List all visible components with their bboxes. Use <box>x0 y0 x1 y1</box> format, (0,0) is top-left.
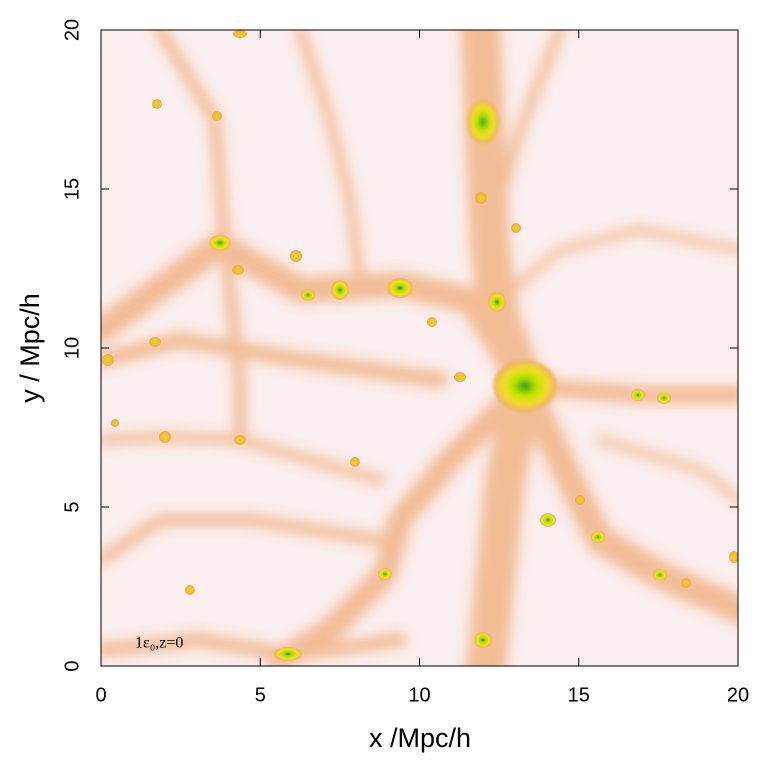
density-map <box>101 30 738 666</box>
y-tick-label: 5 <box>61 501 83 512</box>
x-tick-label: 10 <box>408 684 430 706</box>
y-tick-label: 0 <box>61 660 83 671</box>
x-tick-label: 5 <box>255 684 266 706</box>
x-axis-title: x /Mpc/h <box>369 723 471 753</box>
x-tick-label: 0 <box>95 684 106 706</box>
y-tick-label: 15 <box>61 178 83 200</box>
halos <box>102 30 738 661</box>
y-tick-label: 20 <box>61 19 83 41</box>
y-tick-label: 10 <box>61 337 83 359</box>
y-axis-title: y / Mpc/h <box>15 293 45 403</box>
x-tick-label: 15 <box>568 684 590 706</box>
x-tick-label: 20 <box>727 684 749 706</box>
annotation: 1ε₀,z=0 <box>135 635 183 652</box>
